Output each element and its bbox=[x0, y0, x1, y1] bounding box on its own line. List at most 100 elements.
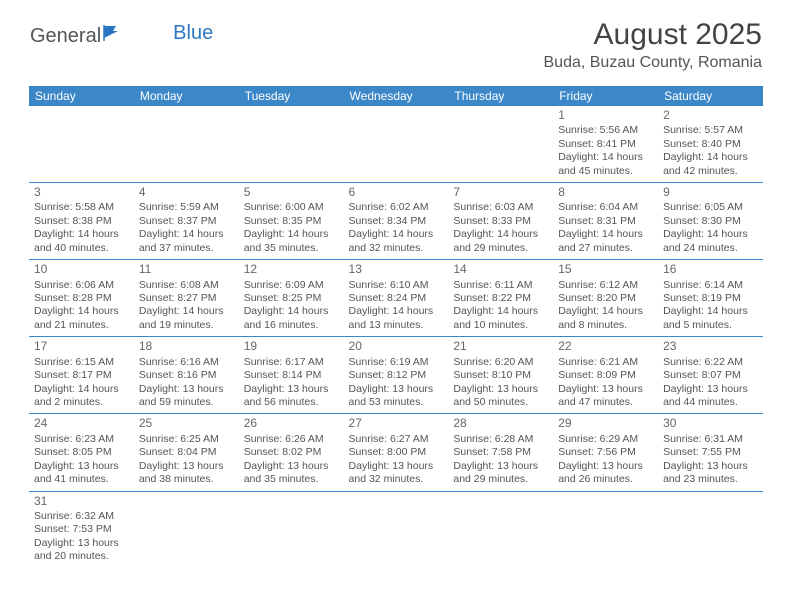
day-header-row: SundayMondayTuesdayWednesdayThursdayFrid… bbox=[29, 86, 763, 106]
daylight-line2: and 5 minutes. bbox=[663, 319, 758, 332]
daylight-line1: Daylight: 14 hours bbox=[34, 383, 129, 396]
daylight-line2: and 40 minutes. bbox=[34, 242, 129, 255]
calendar-day-cell: 8Sunrise: 6:04 AMSunset: 8:31 PMDaylight… bbox=[553, 183, 658, 260]
daylight-line1: Daylight: 14 hours bbox=[558, 151, 653, 164]
calendar-day-cell: 27Sunrise: 6:27 AMSunset: 8:00 PMDayligh… bbox=[344, 414, 449, 491]
day-number: 7 bbox=[453, 185, 548, 200]
empty-cell bbox=[134, 106, 239, 183]
sunrise-text: Sunrise: 6:08 AM bbox=[139, 279, 234, 292]
daylight-line2: and 29 minutes. bbox=[453, 242, 548, 255]
calendar-day-cell: 20Sunrise: 6:19 AMSunset: 8:12 PMDayligh… bbox=[344, 337, 449, 414]
sunset-text: Sunset: 8:37 PM bbox=[139, 215, 234, 228]
daylight-line2: and 21 minutes. bbox=[34, 319, 129, 332]
sunrise-text: Sunrise: 6:16 AM bbox=[139, 356, 234, 369]
calendar-day-cell: 31Sunrise: 6:32 AMSunset: 7:53 PMDayligh… bbox=[29, 491, 134, 568]
day-number: 18 bbox=[139, 339, 234, 354]
sunset-text: Sunset: 8:35 PM bbox=[244, 215, 339, 228]
daylight-line2: and 42 minutes. bbox=[663, 165, 758, 178]
calendar-week-row: 3Sunrise: 5:58 AMSunset: 8:38 PMDaylight… bbox=[29, 183, 763, 260]
day-number: 30 bbox=[663, 416, 758, 431]
daylight-line2: and 20 minutes. bbox=[34, 550, 129, 563]
daylight-line1: Daylight: 14 hours bbox=[244, 305, 339, 318]
sunrise-text: Sunrise: 6:32 AM bbox=[34, 510, 129, 523]
daylight-line1: Daylight: 13 hours bbox=[34, 537, 129, 550]
sunset-text: Sunset: 8:27 PM bbox=[139, 292, 234, 305]
empty-cell bbox=[134, 491, 239, 568]
empty-cell bbox=[448, 491, 553, 568]
sunset-text: Sunset: 8:14 PM bbox=[244, 369, 339, 382]
sunset-text: Sunset: 8:38 PM bbox=[34, 215, 129, 228]
empty-cell bbox=[29, 106, 134, 183]
sunset-text: Sunset: 8:30 PM bbox=[663, 215, 758, 228]
day-header: Sunday bbox=[29, 86, 134, 106]
day-number: 10 bbox=[34, 262, 129, 277]
calendar-day-cell: 25Sunrise: 6:25 AMSunset: 8:04 PMDayligh… bbox=[134, 414, 239, 491]
daylight-line1: Daylight: 14 hours bbox=[663, 305, 758, 318]
day-header: Monday bbox=[134, 86, 239, 106]
sunrise-text: Sunrise: 6:19 AM bbox=[349, 356, 444, 369]
calendar-day-cell: 26Sunrise: 6:26 AMSunset: 8:02 PMDayligh… bbox=[239, 414, 344, 491]
day-number: 9 bbox=[663, 185, 758, 200]
daylight-line2: and 59 minutes. bbox=[139, 396, 234, 409]
calendar-week-row: 17Sunrise: 6:15 AMSunset: 8:17 PMDayligh… bbox=[29, 337, 763, 414]
daylight-line2: and 13 minutes. bbox=[349, 319, 444, 332]
day-number: 1 bbox=[558, 108, 653, 123]
sunrise-text: Sunrise: 6:10 AM bbox=[349, 279, 444, 292]
daylight-line1: Daylight: 13 hours bbox=[663, 460, 758, 473]
empty-cell bbox=[239, 491, 344, 568]
day-number: 13 bbox=[349, 262, 444, 277]
sunrise-text: Sunrise: 6:17 AM bbox=[244, 356, 339, 369]
daylight-line1: Daylight: 13 hours bbox=[663, 383, 758, 396]
daylight-line1: Daylight: 13 hours bbox=[558, 383, 653, 396]
sunset-text: Sunset: 8:05 PM bbox=[34, 446, 129, 459]
sunrise-text: Sunrise: 6:00 AM bbox=[244, 201, 339, 214]
daylight-line2: and 24 minutes. bbox=[663, 242, 758, 255]
day-header: Saturday bbox=[658, 86, 763, 106]
calendar-day-cell: 23Sunrise: 6:22 AMSunset: 8:07 PMDayligh… bbox=[658, 337, 763, 414]
logo-text-general: General bbox=[30, 25, 101, 48]
daylight-line2: and 29 minutes. bbox=[453, 473, 548, 486]
daylight-line1: Daylight: 13 hours bbox=[349, 383, 444, 396]
calendar-day-cell: 22Sunrise: 6:21 AMSunset: 8:09 PMDayligh… bbox=[553, 337, 658, 414]
empty-cell bbox=[658, 491, 763, 568]
calendar-day-cell: 3Sunrise: 5:58 AMSunset: 8:38 PMDaylight… bbox=[29, 183, 134, 260]
sunrise-text: Sunrise: 6:25 AM bbox=[139, 433, 234, 446]
daylight-line2: and 32 minutes. bbox=[349, 473, 444, 486]
calendar-week-row: 10Sunrise: 6:06 AMSunset: 8:28 PMDayligh… bbox=[29, 260, 763, 337]
sunset-text: Sunset: 8:40 PM bbox=[663, 138, 758, 151]
day-number: 26 bbox=[244, 416, 339, 431]
calendar-day-cell: 9Sunrise: 6:05 AMSunset: 8:30 PMDaylight… bbox=[658, 183, 763, 260]
day-number: 28 bbox=[453, 416, 548, 431]
empty-cell bbox=[344, 106, 449, 183]
calendar-day-cell: 11Sunrise: 6:08 AMSunset: 8:27 PMDayligh… bbox=[134, 260, 239, 337]
daylight-line1: Daylight: 14 hours bbox=[139, 228, 234, 241]
calendar-day-cell: 2Sunrise: 5:57 AMSunset: 8:40 PMDaylight… bbox=[658, 106, 763, 183]
calendar-table: SundayMondayTuesdayWednesdayThursdayFrid… bbox=[29, 86, 763, 568]
daylight-line2: and 38 minutes. bbox=[139, 473, 234, 486]
sunrise-text: Sunrise: 6:14 AM bbox=[663, 279, 758, 292]
daylight-line1: Daylight: 13 hours bbox=[139, 383, 234, 396]
calendar-body: 1Sunrise: 5:56 AMSunset: 8:41 PMDaylight… bbox=[29, 106, 763, 568]
daylight-line1: Daylight: 13 hours bbox=[453, 460, 548, 473]
calendar-day-cell: 30Sunrise: 6:31 AMSunset: 7:55 PMDayligh… bbox=[658, 414, 763, 491]
sunrise-text: Sunrise: 6:15 AM bbox=[34, 356, 129, 369]
day-number: 23 bbox=[663, 339, 758, 354]
sunset-text: Sunset: 8:31 PM bbox=[558, 215, 653, 228]
logo: General Blue bbox=[30, 18, 213, 48]
daylight-line1: Daylight: 13 hours bbox=[558, 460, 653, 473]
sunrise-text: Sunrise: 6:22 AM bbox=[663, 356, 758, 369]
sunrise-text: Sunrise: 6:20 AM bbox=[453, 356, 548, 369]
day-number: 3 bbox=[34, 185, 129, 200]
page-header: General Blue August 2025 Buda, Buzau Cou… bbox=[0, 0, 792, 80]
empty-cell bbox=[344, 491, 449, 568]
day-number: 21 bbox=[453, 339, 548, 354]
sunset-text: Sunset: 8:12 PM bbox=[349, 369, 444, 382]
sunrise-text: Sunrise: 6:09 AM bbox=[244, 279, 339, 292]
calendar-day-cell: 1Sunrise: 5:56 AMSunset: 8:41 PMDaylight… bbox=[553, 106, 658, 183]
day-header: Friday bbox=[553, 86, 658, 106]
daylight-line1: Daylight: 14 hours bbox=[663, 228, 758, 241]
day-number: 15 bbox=[558, 262, 653, 277]
daylight-line2: and 44 minutes. bbox=[663, 396, 758, 409]
sunrise-text: Sunrise: 5:59 AM bbox=[139, 201, 234, 214]
daylight-line2: and 35 minutes. bbox=[244, 242, 339, 255]
